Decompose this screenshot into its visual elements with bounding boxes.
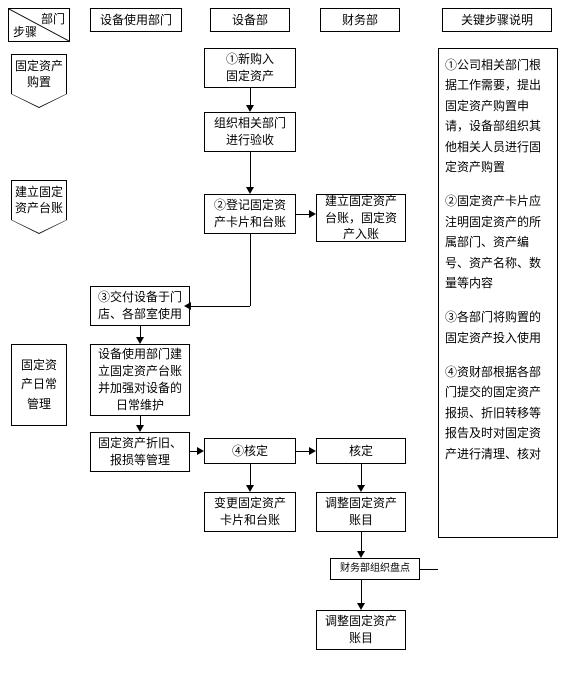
edge bbox=[361, 580, 362, 604]
header-col-2: 设备部 bbox=[210, 8, 290, 32]
header-corner: 部门 步骤 bbox=[8, 8, 70, 42]
edge bbox=[361, 532, 362, 552]
arrow-left-icon bbox=[184, 302, 191, 310]
header-col-4: 关键步骤说明 bbox=[442, 8, 552, 32]
node-verify-equip: ④核定 bbox=[204, 438, 296, 464]
edge bbox=[420, 569, 438, 570]
node-acceptance: 组织相关部门进行验收 bbox=[204, 112, 296, 152]
node-register-card: ②登记固定资产卡片和台账 bbox=[204, 194, 296, 234]
edge bbox=[296, 214, 310, 215]
node-inventory: 财务部组织盘点 bbox=[330, 558, 420, 580]
arrow-down-icon bbox=[246, 187, 254, 194]
header-col-1: 设备使用部门 bbox=[90, 8, 182, 32]
arrow-down-icon bbox=[246, 105, 254, 112]
node-deliver: ③交付设备于门店、各部室使用 bbox=[90, 286, 190, 326]
edge bbox=[250, 234, 251, 306]
node-new-purchase: ①新购入 固定资产 bbox=[204, 48, 296, 88]
node-verify-fin: 核定 bbox=[316, 438, 406, 464]
flowchart-canvas: 部门 步骤 设备使用部门 设备部 财务部 关键步骤说明 固定资产购置 建立固定资… bbox=[8, 8, 567, 671]
node-change-card: 变更固定资产卡片和台账 bbox=[204, 492, 296, 532]
arrow-right-icon bbox=[309, 447, 316, 455]
node-adjust-acct-2: 调整固定资产账目 bbox=[316, 610, 406, 650]
arrow-right-icon bbox=[197, 447, 204, 455]
arrow-right-icon bbox=[309, 210, 316, 218]
edge bbox=[250, 152, 251, 188]
arrow-down-icon bbox=[136, 337, 144, 344]
arrow-down-icon bbox=[357, 551, 365, 558]
explain-3: ③各部门将购置的固定资产投入使用 bbox=[445, 307, 551, 348]
explain-2: ②固定资产卡片应注明固定资产的所属部门、资产编号、资产名称、数量等内容 bbox=[445, 191, 551, 293]
node-adjust-acct-1: 调整固定资产账目 bbox=[316, 492, 406, 532]
node-build-ledger: 建立固定资产台账，固定资产入账 bbox=[316, 194, 406, 242]
explanation-box: ①公司相关部门根据工作需要，提出固定资产购置申请，设备部组织其他相关人员进行固定… bbox=[438, 48, 558, 538]
step-2: 建立固定资产台账 bbox=[11, 180, 67, 234]
step-1: 固定资产购置 bbox=[11, 54, 67, 108]
step-2-label: 建立固定资产台账 bbox=[15, 185, 63, 215]
edge bbox=[250, 464, 251, 486]
edge bbox=[296, 451, 310, 452]
step-3: 固定资产日常管理 bbox=[11, 344, 67, 426]
edge bbox=[250, 88, 251, 106]
arrow-down-icon bbox=[136, 425, 144, 432]
header-corner-bottom: 步骤 bbox=[13, 23, 37, 40]
edge bbox=[361, 464, 362, 486]
explain-4: ④资财部根据各部门提交的固定资产报损、折旧转移等报告及时对固定资产进行清理、核对 bbox=[445, 362, 551, 464]
edge bbox=[190, 306, 250, 307]
node-depreciation: 固定资产折旧、报损等管理 bbox=[90, 432, 190, 472]
node-user-ledger: 设备使用部门建立固定资产台账并加强对设备的日常维护 bbox=[90, 344, 190, 416]
header-corner-top: 部门 bbox=[41, 10, 65, 27]
arrow-down-icon bbox=[357, 485, 365, 492]
explain-1: ①公司相关部门根据工作需要，提出固定资产购置申请，设备部组织其他相关人员进行固定… bbox=[445, 55, 551, 177]
step-1-label: 固定资产购置 bbox=[15, 59, 63, 89]
arrow-down-icon bbox=[246, 485, 254, 492]
arrow-down-icon bbox=[357, 603, 365, 610]
header-col-3: 财务部 bbox=[320, 8, 400, 32]
